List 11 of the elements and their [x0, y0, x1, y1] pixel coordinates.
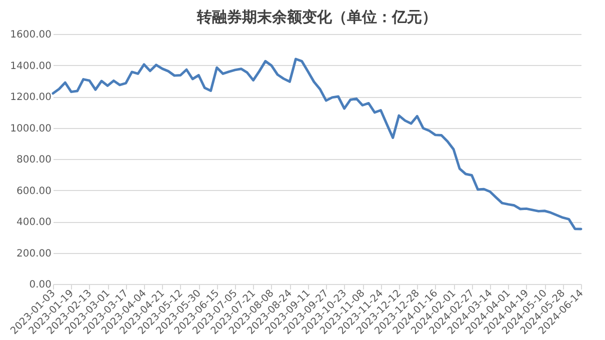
y-tick-label: 600.00 [16, 186, 52, 197]
y-tick-label: 400.00 [16, 217, 52, 228]
y-tick-label: 1400.00 [10, 60, 52, 72]
y-tick-label: 0.00 [29, 280, 52, 290]
y-tick-label: 1000.00 [10, 123, 52, 134]
y-tick-label: 800.00 [16, 154, 52, 166]
y-tick-label: 200.00 [16, 248, 52, 260]
y-tick-label: 1600.00 [10, 30, 52, 40]
line-series [52, 58, 582, 230]
chart-title: 转融券期末余额变化（单位：亿元） [196, 8, 437, 26]
y-tick-label: 1200.00 [10, 92, 52, 103]
